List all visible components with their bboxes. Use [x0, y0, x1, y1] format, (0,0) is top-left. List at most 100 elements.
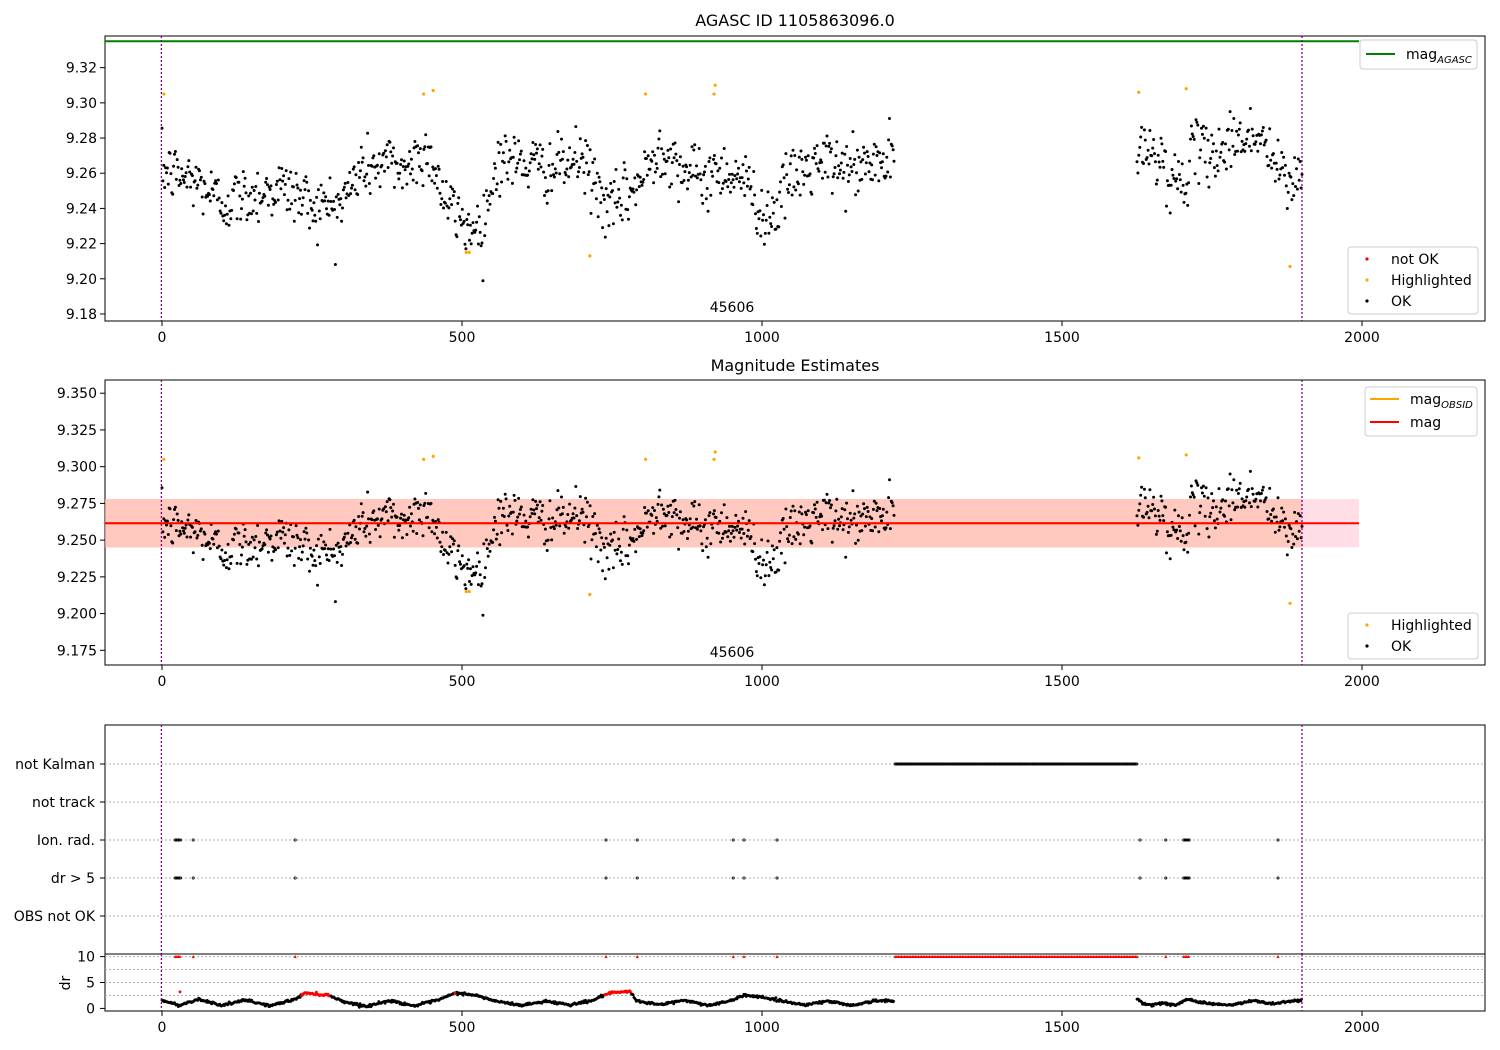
- flag-marker: [731, 838, 735, 842]
- ok-point: [633, 176, 637, 180]
- ok-point: [169, 524, 173, 528]
- ok-point: [528, 515, 532, 519]
- ok-point: [1224, 142, 1227, 146]
- ok-point: [257, 540, 261, 544]
- dr-over-limit-marker: [1276, 955, 1280, 958]
- ok-point: [423, 501, 427, 505]
- ok-point: [168, 507, 172, 511]
- ok-point: [890, 144, 894, 148]
- ok-point: [182, 181, 186, 184]
- ok-point: [1150, 509, 1154, 513]
- ok-point: [266, 183, 269, 187]
- ok-point: [832, 172, 836, 176]
- ok-point: [852, 163, 856, 166]
- ok-point: [299, 538, 302, 542]
- ok-point: [1203, 160, 1207, 164]
- ok-point: [232, 538, 235, 542]
- ok-point: [232, 532, 236, 536]
- ok-point: [1202, 136, 1206, 140]
- ok-point: [690, 145, 694, 149]
- ok-point: [711, 526, 715, 530]
- ok-point: [529, 152, 533, 156]
- ok-point: [1300, 172, 1304, 176]
- ok-point: [802, 533, 806, 537]
- ok-point: [682, 530, 686, 533]
- ok-point: [557, 506, 561, 510]
- ok-point: [374, 176, 378, 180]
- ok-point: [691, 173, 695, 177]
- ok-point: [352, 165, 356, 169]
- ok-point: [736, 172, 740, 176]
- flag-marker: [1073, 762, 1077, 766]
- flag-marker: [191, 876, 195, 880]
- flag-marker: [895, 762, 899, 766]
- flag-marker: [1044, 762, 1048, 766]
- ok-point: [250, 535, 254, 539]
- ok-point: [195, 536, 199, 540]
- ok-point: [1204, 126, 1208, 130]
- dr-bad-point: [315, 990, 318, 994]
- ok-point: [547, 163, 551, 167]
- agasc-x-tick-label: 1500: [1044, 330, 1080, 346]
- ok-point: [354, 525, 358, 529]
- ok-point: [1154, 182, 1158, 186]
- ok-point: [392, 146, 395, 150]
- ok-point: [254, 185, 258, 188]
- ok-point: [1276, 138, 1280, 142]
- ok-point: [1208, 515, 1212, 519]
- magnitude-obsid-annotation: 45606: [710, 645, 755, 661]
- ok-point: [732, 535, 736, 539]
- ok-point: [670, 182, 673, 186]
- ok-point: [1236, 505, 1239, 509]
- ok-point: [827, 144, 831, 148]
- ok-point: [296, 186, 300, 190]
- ok-point: [1195, 481, 1199, 485]
- ok-point: [402, 159, 406, 163]
- ok-point: [493, 162, 496, 166]
- ok-point: [1210, 492, 1214, 496]
- legend-not-ok-label: not OK: [1391, 252, 1439, 268]
- ok-point: [497, 506, 501, 510]
- ok-point: [737, 519, 740, 523]
- ok-point: [794, 537, 798, 541]
- ok-point: [1289, 527, 1293, 531]
- ok-point: [785, 173, 789, 177]
- ok-point: [174, 177, 178, 181]
- ok-point: [1293, 156, 1297, 160]
- highlighted-point: [422, 92, 426, 96]
- ok-point: [516, 161, 520, 165]
- ok-point: [1205, 175, 1209, 179]
- ok-point: [1198, 156, 1202, 160]
- ok-point: [824, 144, 828, 148]
- ok-point: [492, 177, 496, 180]
- ok-point: [354, 173, 358, 177]
- ok-point: [695, 527, 699, 531]
- ok-point: [1174, 179, 1178, 183]
- ok-point: [825, 492, 829, 496]
- ok-point: [495, 182, 499, 186]
- ok-point: [289, 170, 293, 174]
- ok-point: [305, 180, 309, 184]
- ok-point: [887, 496, 891, 500]
- ok-point: [749, 535, 753, 539]
- ok-point: [279, 187, 283, 191]
- ok-point: [384, 155, 388, 159]
- ok-point: [517, 496, 521, 500]
- ok-point: [1200, 126, 1203, 130]
- ok-point: [1300, 524, 1304, 528]
- highlighted-point: [464, 589, 468, 594]
- ok-point: [721, 181, 725, 185]
- ok-point: [833, 166, 837, 169]
- ok-point: [654, 162, 658, 166]
- ok-point: [537, 162, 541, 166]
- ok-point: [1281, 166, 1285, 170]
- ok-point: [1233, 153, 1237, 156]
- ok-point: [385, 500, 389, 504]
- ok-point: [1200, 491, 1204, 495]
- flag-marker: [1091, 762, 1095, 766]
- ok-point: [755, 231, 759, 235]
- ok-point: [768, 215, 772, 219]
- ok-point: [697, 503, 701, 507]
- ok-point: [459, 218, 462, 222]
- flag-marker: [921, 762, 925, 766]
